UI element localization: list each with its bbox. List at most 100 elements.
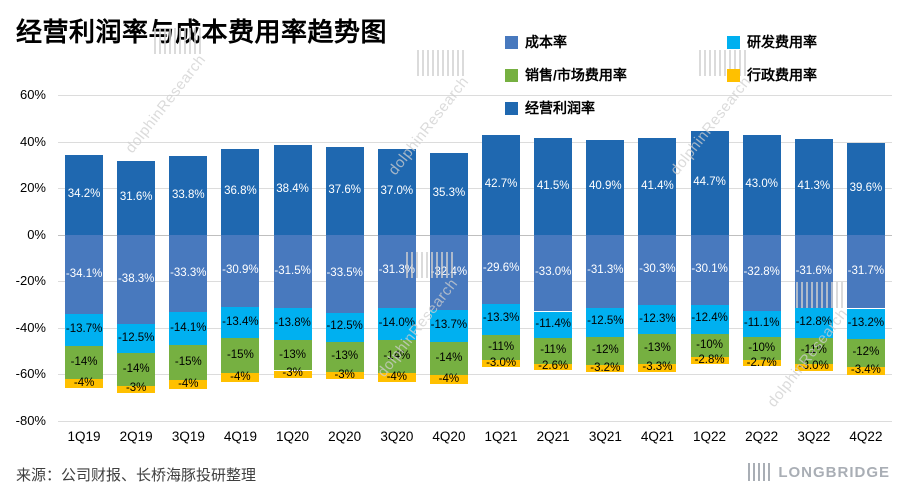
bar-label-sales: -15%: [174, 355, 202, 368]
bar-label-admin: -3%: [282, 367, 303, 380]
bar-label-admin: -4%: [73, 376, 95, 389]
y-axis-label: -40%: [15, 319, 46, 335]
bar-segment-rd: -11.1%: [742, 311, 781, 337]
bar-label-sales: -15%: [226, 348, 254, 361]
bar-label-rd: -12.5%: [326, 320, 363, 333]
barcode-icon: [417, 50, 465, 76]
bar-segment-rd: -13.3%: [482, 303, 521, 335]
bar-segment-rd: -11.4%: [534, 311, 573, 339]
bar-segment-sales: -15%: [221, 337, 260, 373]
y-axis-label: 60%: [19, 87, 46, 102]
bar-segment-sales: -14%: [377, 340, 416, 373]
bar-label-rd: -13.3%: [482, 312, 520, 325]
bar-segment-rd: -12.5%: [117, 323, 156, 353]
bar-label-rd: -13.4%: [222, 315, 259, 328]
x-axis-label: 2Q22: [745, 429, 779, 444]
bar-segment-sales: -13%: [638, 333, 677, 365]
bar-segment-admin: -4%: [169, 378, 208, 389]
bar-segment-cost: -30.1%: [690, 234, 729, 305]
bar-segment-operating: 38.4%: [273, 145, 312, 235]
bar-segment-rd: -12.4%: [690, 304, 729, 334]
bar-segment-admin: -2.6%: [534, 360, 573, 371]
bar-label-cost: -29.6%: [482, 262, 520, 275]
y-axis-label: 20%: [19, 180, 46, 196]
bar-label-operating: 35.3%: [432, 186, 466, 199]
bar-label-cost: -30.3%: [639, 263, 676, 276]
x-axis-label: 4Q20: [432, 429, 466, 444]
bar-label-operating: 40.9%: [588, 180, 622, 193]
x-axis-label: 1Q22: [693, 429, 727, 444]
bar-segment-sales: -10%: [690, 333, 729, 357]
bar-label-sales: -10%: [696, 338, 724, 351]
bar-label-rd: -12.3%: [639, 312, 676, 325]
bar-segment-cost: -38.3%: [117, 234, 156, 324]
bar-label-operating: 41.4%: [641, 179, 674, 192]
bar-label-operating: 39.6%: [849, 181, 883, 194]
bar-label-admin: -3.0%: [486, 356, 517, 369]
bar-label-cost: -33.3%: [170, 266, 207, 279]
bar-label-admin: -4%: [230, 370, 251, 383]
gridline: [58, 281, 892, 283]
bar-segment-cost: -31.6%: [794, 234, 833, 309]
bar-label-rd: -12.4%: [691, 312, 728, 325]
bar-label-rd: -13.7%: [65, 323, 103, 336]
bar-label-cost: -31.7%: [847, 264, 885, 277]
bar-label-admin: -3.2%: [590, 361, 621, 374]
bar-segment-sales: -12%: [846, 339, 885, 368]
bar-segment-operating: 31.6%: [117, 161, 156, 235]
bar-segment-sales: -14%: [117, 353, 156, 386]
bar-segment-operating: 41.4%: [638, 138, 677, 235]
bar-segment-admin: -4%: [429, 372, 468, 385]
bar-label-admin: -4%: [438, 372, 460, 385]
bar-label-cost: -32.8%: [743, 266, 780, 279]
barcode-icon: [748, 463, 771, 481]
brand-name: LONGBRIDGE: [778, 463, 890, 481]
bar-segment-admin: -3.0%: [482, 356, 521, 369]
bar-label-sales: -14%: [122, 362, 150, 375]
bar-segment-operating: 43.0%: [742, 134, 781, 235]
bar-label-sales: -14%: [435, 351, 463, 364]
bar-label-sales: -14%: [70, 355, 98, 368]
bar-label-admin: -3.3%: [642, 361, 673, 374]
legend-swatch-cost: [505, 35, 518, 49]
y-axis: 60% 40% 20% 0% -20% -40% -60% -80%: [0, 88, 50, 428]
gridline: [58, 327, 892, 329]
bar-segment-cost: -32.4%: [429, 234, 468, 311]
bar-label-rd: -12.8%: [795, 316, 833, 329]
bar-label-sales: -14%: [383, 349, 411, 362]
bar-label-operating: 41.3%: [797, 179, 831, 192]
bar-segment-operating: 34.2%: [65, 155, 104, 235]
bar-label-sales: -13%: [643, 342, 671, 355]
bar-segment-admin: -3.0%: [794, 361, 833, 372]
gridline: [58, 95, 892, 96]
bar-segment-rd: -12.3%: [638, 305, 677, 334]
x-axis-label: 3Q20: [380, 429, 414, 444]
bar-label-operating: 37.6%: [328, 184, 361, 197]
x-axis-label: 3Q19: [171, 429, 205, 444]
bar-segment-cost: -33.3%: [169, 234, 208, 313]
bar-segment-sales: -14%: [429, 342, 468, 375]
gridline: [58, 374, 892, 376]
y-axis-label: 40%: [19, 133, 46, 149]
bar-segment-cost: -32.8%: [742, 234, 781, 312]
bar-label-rd: -11.4%: [535, 318, 571, 331]
bar-label-rd: -13.7%: [430, 319, 468, 332]
legend-item-cost: 成本率: [505, 32, 727, 52]
bar-segment-sales: -11%: [482, 334, 521, 361]
bar-segment-rd: -12.5%: [586, 307, 625, 337]
bar-label-cost: -38.3%: [117, 272, 155, 285]
bar-label-operating: 34.2%: [67, 188, 101, 201]
bar-segment-admin: -3.4%: [846, 365, 885, 376]
bar-segment-cost: -31.3%: [586, 234, 625, 308]
bar-segment-cost: -34.1%: [65, 234, 104, 315]
x-axis: 1Q19 2Q19 3Q19 4Q19 1Q20 2Q20 3Q20 4Q20 1Q21 2Q21…: [58, 429, 892, 449]
bar-segment-rd: -12.5%: [325, 312, 364, 342]
y-axis-label: -60%: [15, 366, 46, 382]
source-note: 来源：公司财报、长桥海豚投研整理: [16, 467, 257, 484]
bar-segment-rd: -13.7%: [65, 314, 104, 346]
bar-segment-cost: -30.9%: [221, 234, 260, 307]
bar-segment-sales: -13%: [325, 341, 364, 373]
bar-segment-cost: -31.3%: [377, 234, 416, 308]
bar-segment-rd: -13.8%: [273, 308, 312, 341]
